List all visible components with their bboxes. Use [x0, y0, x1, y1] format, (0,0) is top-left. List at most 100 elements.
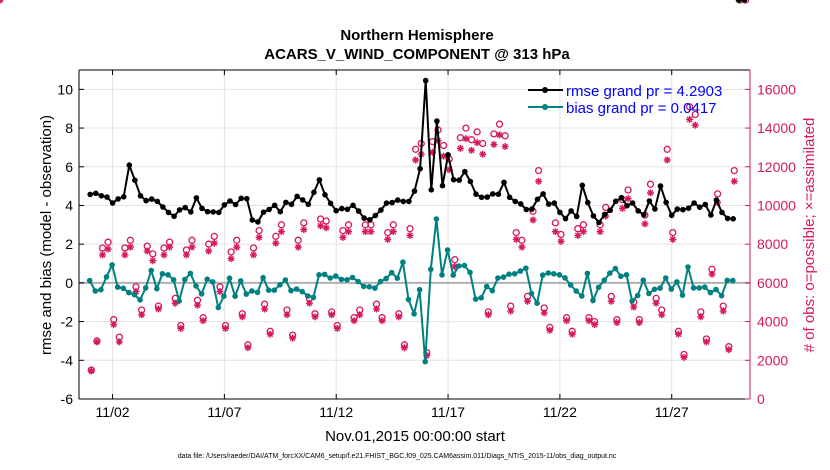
rmse-point [568, 208, 574, 214]
obs-assimilated-point [305, 299, 313, 307]
obs-possible-point [210, 232, 218, 241]
rmse-point [601, 211, 608, 218]
bias-point [193, 283, 199, 289]
obs-possible-point [646, 180, 655, 188]
bias-point [310, 294, 317, 301]
bias-point [495, 275, 501, 281]
obs-assimilated-point [473, 139, 481, 147]
rmse-point [674, 206, 681, 212]
bias-point [344, 277, 350, 283]
bias-point [305, 293, 311, 299]
obs-assimilated-point [462, 135, 470, 143]
rmse-point [344, 206, 351, 213]
rmse-point [736, 0, 742, 3]
obs-possible-point [188, 236, 196, 244]
bias-point [198, 291, 205, 297]
bias-point [182, 276, 188, 283]
rmse-point [383, 200, 390, 206]
bias-point [439, 272, 445, 278]
rmse-point [618, 194, 625, 201]
rmse-point [646, 198, 653, 204]
rmse-point [143, 197, 149, 204]
rmse-point [708, 212, 714, 218]
obs-assimilated-point [104, 245, 112, 253]
obs-assimilated-point [194, 301, 201, 309]
bias-point [618, 273, 624, 280]
obs-assimilated-point [205, 247, 213, 255]
obs-possible-point [294, 236, 302, 244]
bias-point [349, 274, 356, 281]
rmse-point [641, 212, 647, 218]
obs-possible-point [685, 103, 694, 111]
obs-possible-point [322, 217, 330, 225]
rmse-point [305, 201, 312, 208]
rmse-point [93, 190, 99, 197]
bias-point [500, 274, 507, 280]
obs-possible-point [451, 256, 459, 264]
rmse-point [657, 183, 664, 189]
rmse-point [545, 201, 552, 207]
obs-assimilated-point [149, 257, 157, 265]
y2-tick-label: 6000 [757, 275, 788, 291]
rmse-point [456, 177, 463, 183]
rmse-point [484, 194, 491, 200]
obs-possible-point [557, 230, 565, 239]
bias-point [243, 291, 250, 297]
rmse-point [624, 202, 630, 209]
obs-assimilated-point [652, 299, 660, 307]
rmse-point [160, 204, 166, 210]
rmse-point [573, 213, 580, 220]
bias-point [489, 287, 496, 294]
bias-point [142, 285, 149, 291]
bias-point [567, 282, 574, 288]
legend-bias-marker [542, 104, 548, 110]
obs-possible-point [534, 166, 543, 175]
rmse-point [271, 202, 278, 209]
obs-assimilated-point [261, 305, 269, 313]
obs-assimilated-point [350, 317, 358, 325]
bias-point [461, 262, 468, 269]
obs-assimilated-point [143, 247, 151, 255]
bias-point [131, 291, 138, 298]
obs-possible-point [439, 141, 448, 150]
bias-point [467, 269, 473, 276]
obs-assimilated-point [250, 251, 257, 259]
rmse-point [462, 168, 468, 175]
obs-assimilated-point [663, 156, 671, 164]
obs-assimilated-point [110, 321, 118, 328]
obs-assimilated-point [378, 317, 386, 325]
bias-point [293, 286, 300, 292]
rmse-point [148, 196, 155, 202]
obs-assimilated-point [367, 228, 375, 236]
obs-possible-point [741, 0, 750, 4]
bias-point [422, 358, 429, 365]
bias-point [288, 287, 294, 294]
rmse-point [529, 206, 535, 212]
obs-assimilated-point [496, 131, 503, 139]
rmse-point [680, 206, 686, 213]
obs-possible-point [479, 139, 487, 148]
obs-assimilated-point [266, 330, 274, 338]
obs-possible-point [462, 124, 470, 132]
rmse-point [478, 194, 485, 201]
y-tick-label: 2 [65, 236, 73, 252]
legend-rmse-marker [542, 87, 548, 93]
obs-assimilated-point [730, 177, 738, 185]
bias-point [662, 275, 669, 281]
obs-assimilated-point [289, 334, 297, 342]
obs-possible-point [411, 145, 420, 153]
obs-possible-point [713, 190, 722, 198]
bias-point [428, 266, 434, 273]
bias-point [539, 272, 546, 278]
bias-point [282, 277, 289, 283]
obs-assimilated-point [658, 311, 666, 319]
rmse-point [199, 205, 205, 212]
rmse-point [439, 182, 446, 189]
x-axis-label: Nov.01,2015 00:00:00 start [325, 428, 506, 445]
bias-point [595, 284, 602, 291]
rmse-point [109, 200, 116, 206]
obs-assimilated-point [501, 143, 509, 150]
bias-point [98, 286, 104, 293]
rmse-point [668, 212, 675, 219]
x-tick-label: 11/17 [431, 404, 465, 420]
